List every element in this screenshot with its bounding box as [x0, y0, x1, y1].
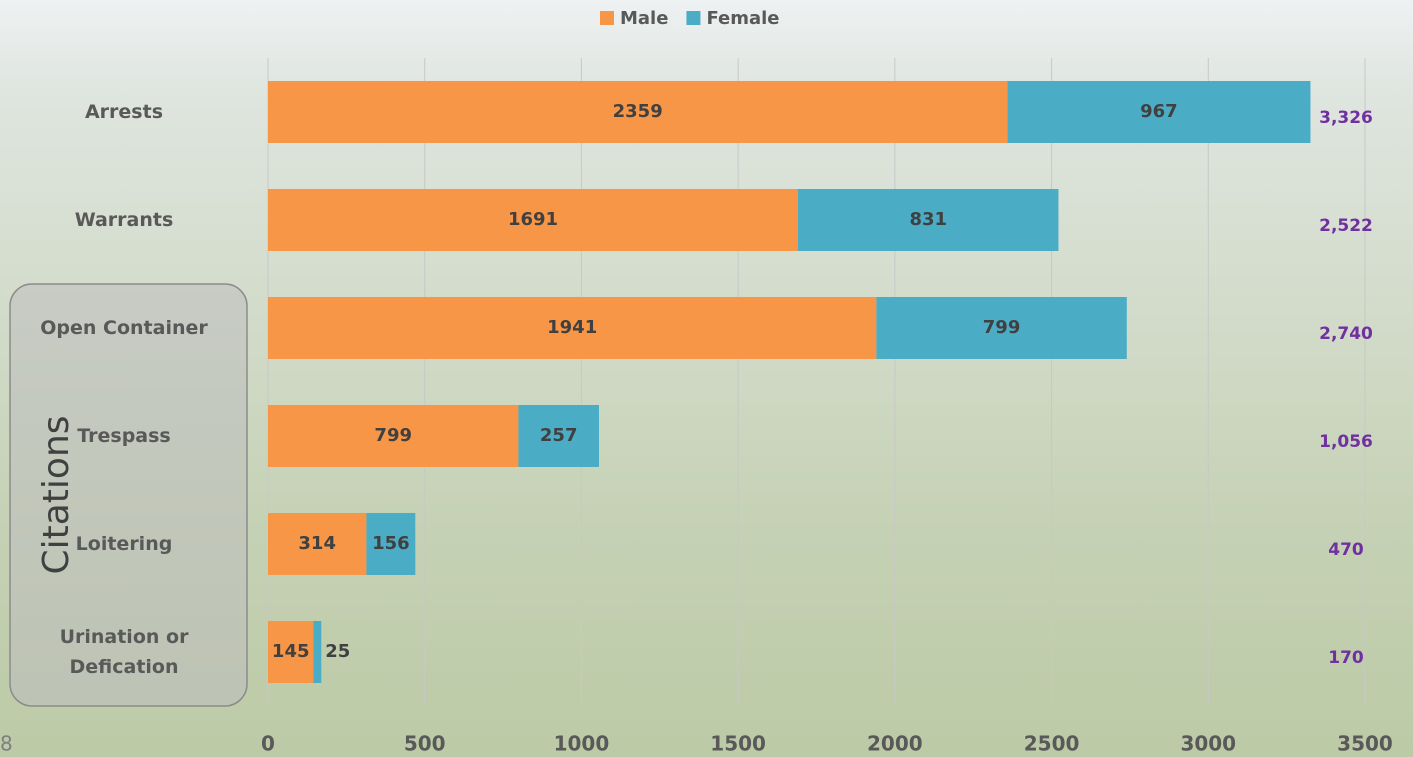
value-label: 25 [325, 641, 350, 662]
x-tick-label: 500 [404, 732, 446, 756]
x-tick-label: 1000 [554, 732, 610, 756]
y-tick-label: Urination or Defication [59, 626, 189, 678]
slide-number: 8 [0, 732, 13, 756]
y-tick-label: Warrants [74, 209, 174, 231]
x-tick-label: 2500 [1024, 732, 1080, 756]
bar-segment [798, 189, 1059, 251]
value-label: 1941 [547, 317, 597, 338]
x-tick-label: 3500 [1337, 732, 1393, 756]
value-label: 2359 [613, 101, 663, 122]
total-label: 3,326 [1319, 108, 1373, 128]
citations-box [9, 283, 248, 707]
bar-segment [1007, 81, 1311, 143]
total-label: 2,522 [1319, 216, 1373, 236]
bar-segment [268, 297, 877, 359]
value-label: 967 [1140, 101, 1178, 122]
y-tick-label: Loitering [75, 533, 173, 555]
value-label: 799 [374, 425, 412, 446]
x-tick-label: 3000 [1180, 732, 1236, 756]
bar-segment [268, 621, 314, 683]
y-tick-label: Open Container [40, 317, 208, 339]
total-label: 470 [1328, 540, 1364, 560]
total-label: 170 [1328, 648, 1364, 668]
x-tick-label: 0 [261, 732, 275, 756]
bar-segment [366, 513, 416, 575]
bar-segment [268, 81, 1008, 143]
x-tick-label: 1500 [710, 732, 766, 756]
legend-label: Male [620, 8, 668, 29]
bar-segment [268, 189, 799, 251]
y-tick-label: Arrests [84, 101, 164, 123]
value-label: 257 [540, 425, 578, 446]
bar-segment [518, 405, 599, 467]
group-label: Citations [36, 415, 77, 574]
bar-segment [268, 513, 367, 575]
value-label: 831 [909, 209, 947, 230]
legend-label: Female [706, 8, 779, 29]
bar-segment [268, 405, 519, 467]
value-label: 314 [298, 533, 336, 554]
value-label: 799 [983, 317, 1021, 338]
y-tick-label: Trespass [77, 425, 171, 447]
value-label: 1691 [508, 209, 558, 230]
x-tick-label: 2000 [867, 732, 923, 756]
legend-swatch [686, 11, 701, 25]
total-label: 1,056 [1319, 432, 1373, 452]
bar-segment [313, 621, 322, 683]
legend-swatch [600, 11, 614, 25]
value-label: 145 [272, 641, 310, 662]
bar-segment [876, 297, 1127, 359]
total-label: 2,740 [1319, 324, 1373, 344]
value-label: 156 [372, 533, 410, 554]
